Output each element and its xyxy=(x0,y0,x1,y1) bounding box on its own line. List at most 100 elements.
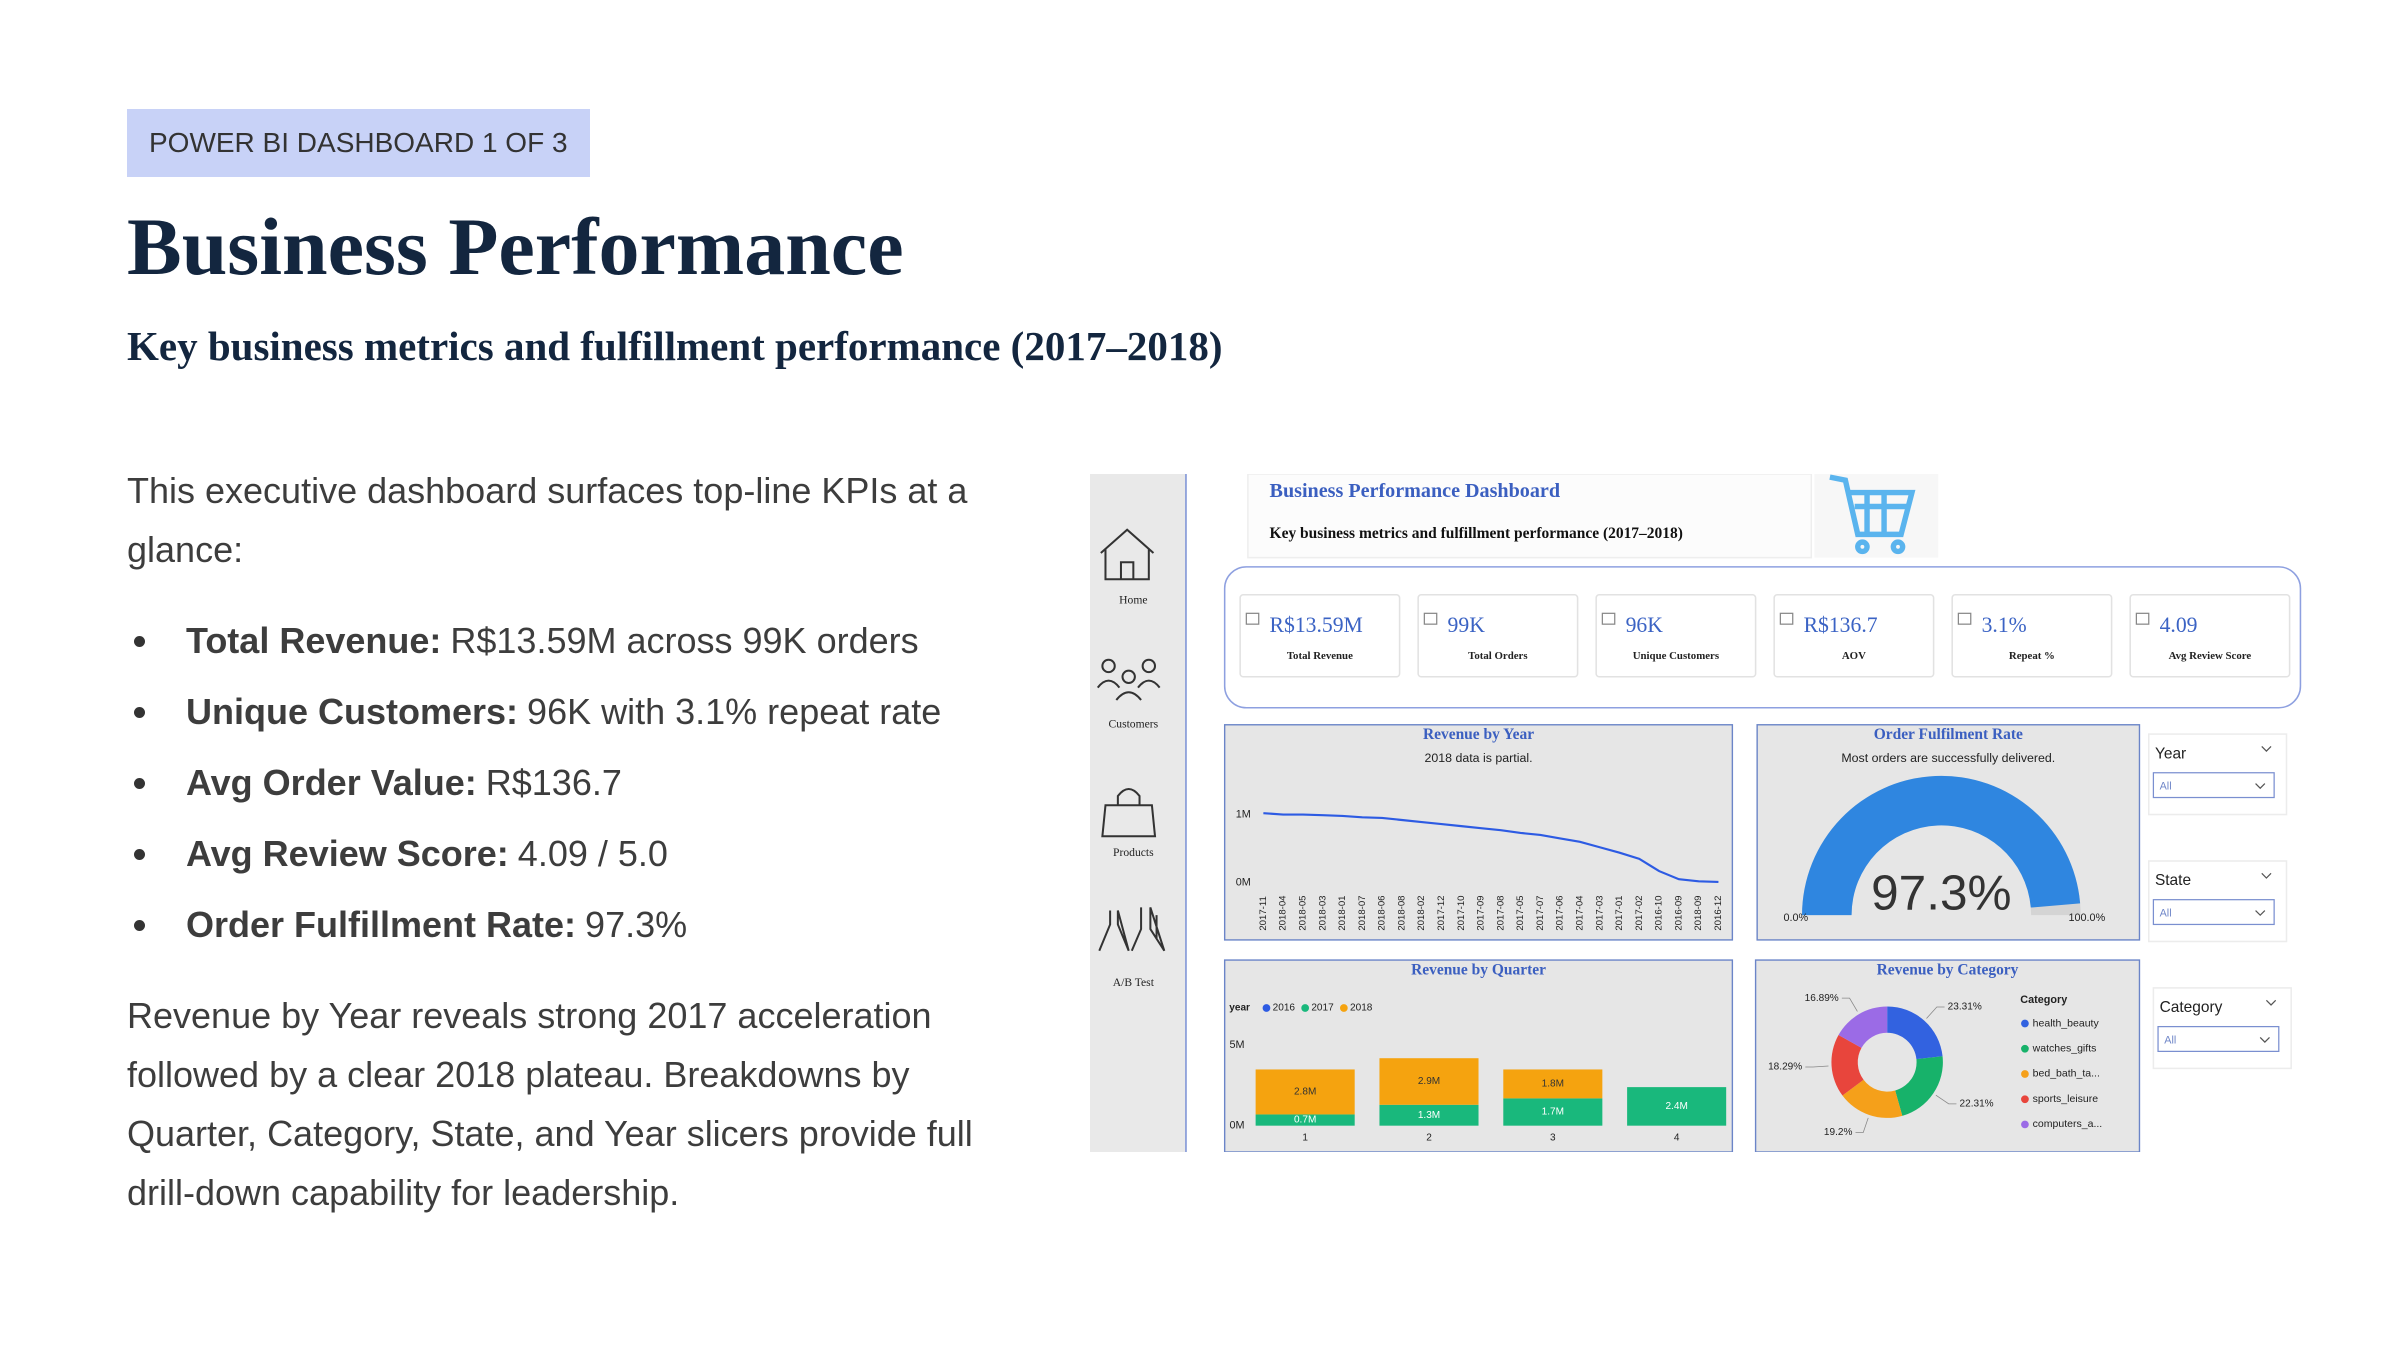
intro: This executive dashboard surfaces top-li… xyxy=(127,470,968,570)
pie-slice xyxy=(1887,1006,1943,1060)
kpi-label: Total Revenue xyxy=(1287,650,1353,662)
legend-label: sports_leisure xyxy=(2033,1093,2099,1105)
bar-segment xyxy=(1379,1104,1479,1126)
legend-swatch xyxy=(2021,1070,2029,1078)
x-tick-label: 2017-03 xyxy=(1594,895,1605,930)
nav-panel xyxy=(1090,474,1186,1152)
bullet-text: 4.09 / 5.0 xyxy=(517,833,668,874)
x-tick-label: 2018-09 xyxy=(1693,895,1704,930)
x-tick-label: 2018-07 xyxy=(1357,895,1368,930)
bar-segment xyxy=(1503,1098,1603,1126)
kpi-card xyxy=(1951,593,2113,678)
x-tick-label: 2018-08 xyxy=(1396,895,1407,930)
nav-label: Customers xyxy=(1109,717,1159,730)
slicer-value: All xyxy=(2160,781,2172,793)
bar-value-label: 1.8M xyxy=(1542,1079,1564,1090)
chart-title: Order Fulfilment Rate xyxy=(1874,726,2023,743)
kpi-card xyxy=(1239,593,1401,678)
bullet-text: 96K with 3.1% repeat rate xyxy=(527,691,942,732)
bar-value-label: 1.7M xyxy=(1542,1107,1564,1118)
nav-label: Products xyxy=(1113,846,1154,859)
leader-line xyxy=(1805,1065,1829,1068)
dashboard-subtitle: Key business metrics and fulfillment per… xyxy=(1270,525,1683,542)
legend-title: year xyxy=(1229,1003,1250,1014)
gauge-value xyxy=(1802,775,2081,916)
home-icon xyxy=(1100,528,1155,581)
dashboard: Business Performance Dashboard Key busin… xyxy=(1090,474,2302,1152)
bullet: Total Revenue: R$13.59M across 99K orders xyxy=(127,605,1027,676)
ab-test-icon xyxy=(1098,907,1166,952)
bar-value-label: 1.3M xyxy=(1418,1110,1440,1121)
slicer-label: Year xyxy=(2155,745,2186,762)
y-tick-label: 0M xyxy=(1236,877,1251,889)
legend-label: computers_a... xyxy=(2033,1118,2103,1130)
outro: Revenue by Year reveals strong 2017 acce… xyxy=(127,995,973,1213)
x-tick-label: 2017-04 xyxy=(1574,895,1585,931)
slicer-dropdown xyxy=(2152,899,2275,926)
x-tick-label: 4 xyxy=(1674,1133,1680,1144)
x-tick-label: 2017-05 xyxy=(1515,895,1526,930)
badge: POWER BI DASHBOARD 1 OF 3 xyxy=(127,109,590,177)
bullet-label: Avg Order Value: xyxy=(186,762,477,803)
kpi-card xyxy=(1773,593,1935,678)
slicer-dropdown xyxy=(2157,1025,2280,1052)
legend-swatch xyxy=(2021,1044,2029,1053)
bar-segment xyxy=(1379,1058,1479,1105)
x-tick-label: 2017-07 xyxy=(1535,895,1546,930)
x-tick-label: 2017-01 xyxy=(1614,895,1625,930)
bar-value-label: 2.9M xyxy=(1418,1076,1440,1087)
slicer-chevron xyxy=(2265,999,2277,1006)
y-tick-label: 1M xyxy=(1236,808,1251,820)
kpi-value: R$13.59M xyxy=(1270,613,1363,637)
bullet-text: R$136.7 xyxy=(485,762,622,803)
legend-title: Category xyxy=(2020,994,2067,1006)
kpi-icon xyxy=(1601,612,1616,625)
chart-panel xyxy=(1223,724,1734,941)
customers-icon xyxy=(1096,658,1161,701)
slicer-chevron xyxy=(2261,872,2272,879)
cart-card xyxy=(1814,474,1939,558)
kpi-value: 99K xyxy=(1448,613,1486,637)
legend-label: 2018 xyxy=(1350,1003,1373,1014)
kpi-value: 4.09 xyxy=(2160,613,2198,637)
x-tick-label: 2 xyxy=(1426,1133,1432,1144)
slicer-value: All xyxy=(2164,1034,2176,1046)
bar-value-label: 2.4M xyxy=(1665,1101,1687,1112)
x-tick-label: 2016-10 xyxy=(1654,895,1665,930)
legend-swatch xyxy=(1301,1004,1310,1012)
kpi-card xyxy=(2129,593,2291,678)
bullet-label: Order Fulfillment Rate: xyxy=(186,904,577,945)
x-tick-label: 2017-10 xyxy=(1456,895,1467,930)
x-tick-label: 2017-12 xyxy=(1436,895,1447,930)
y-tick-label: 5M xyxy=(1230,1039,1245,1051)
nav-icons xyxy=(1096,528,1166,952)
x-tick-label: 2017-08 xyxy=(1495,895,1506,930)
kpi-icon xyxy=(1957,612,1972,625)
slicer-chevron xyxy=(2261,746,2272,752)
y-tick-label: 0M xyxy=(1230,1120,1245,1132)
chart-title: Revenue by Category xyxy=(1877,961,2019,978)
legend-label: 2016 xyxy=(1273,1003,1296,1014)
chart-subtitle: Most orders are successfully delivered. xyxy=(1841,751,2055,765)
pie-value-label: 18.29% xyxy=(1768,1062,1802,1073)
x-tick-label: 2018-05 xyxy=(1297,895,1308,930)
kpi-value: R$136.7 xyxy=(1804,613,1878,637)
dropdown-chevron xyxy=(2255,910,2266,917)
kpi-card xyxy=(1595,593,1757,678)
kpi-icon xyxy=(1245,612,1260,625)
legend-label: health_beauty xyxy=(2033,1017,2100,1029)
bar-value-label: 0.7M xyxy=(1294,1115,1316,1126)
bullet: Avg Review Score: 4.09 / 5.0 xyxy=(127,818,1027,889)
dropdown-chevron xyxy=(2255,783,2266,790)
pie-value-label: 19.2% xyxy=(1824,1127,1853,1138)
header-card xyxy=(1247,474,1813,559)
bar-segment xyxy=(1627,1087,1727,1126)
bullet-list: Total Revenue: R$13.59M across 99K orders… xyxy=(127,605,1027,960)
bullet: Order Fulfillment Rate: 97.3% xyxy=(127,889,1027,960)
gauge-range-label: 100.0% xyxy=(2068,912,2105,924)
cart-icon xyxy=(1829,474,1916,555)
legend-swatch xyxy=(1339,1004,1348,1012)
bar-segment xyxy=(1503,1069,1603,1099)
slicer-dropdown xyxy=(2152,772,2275,799)
